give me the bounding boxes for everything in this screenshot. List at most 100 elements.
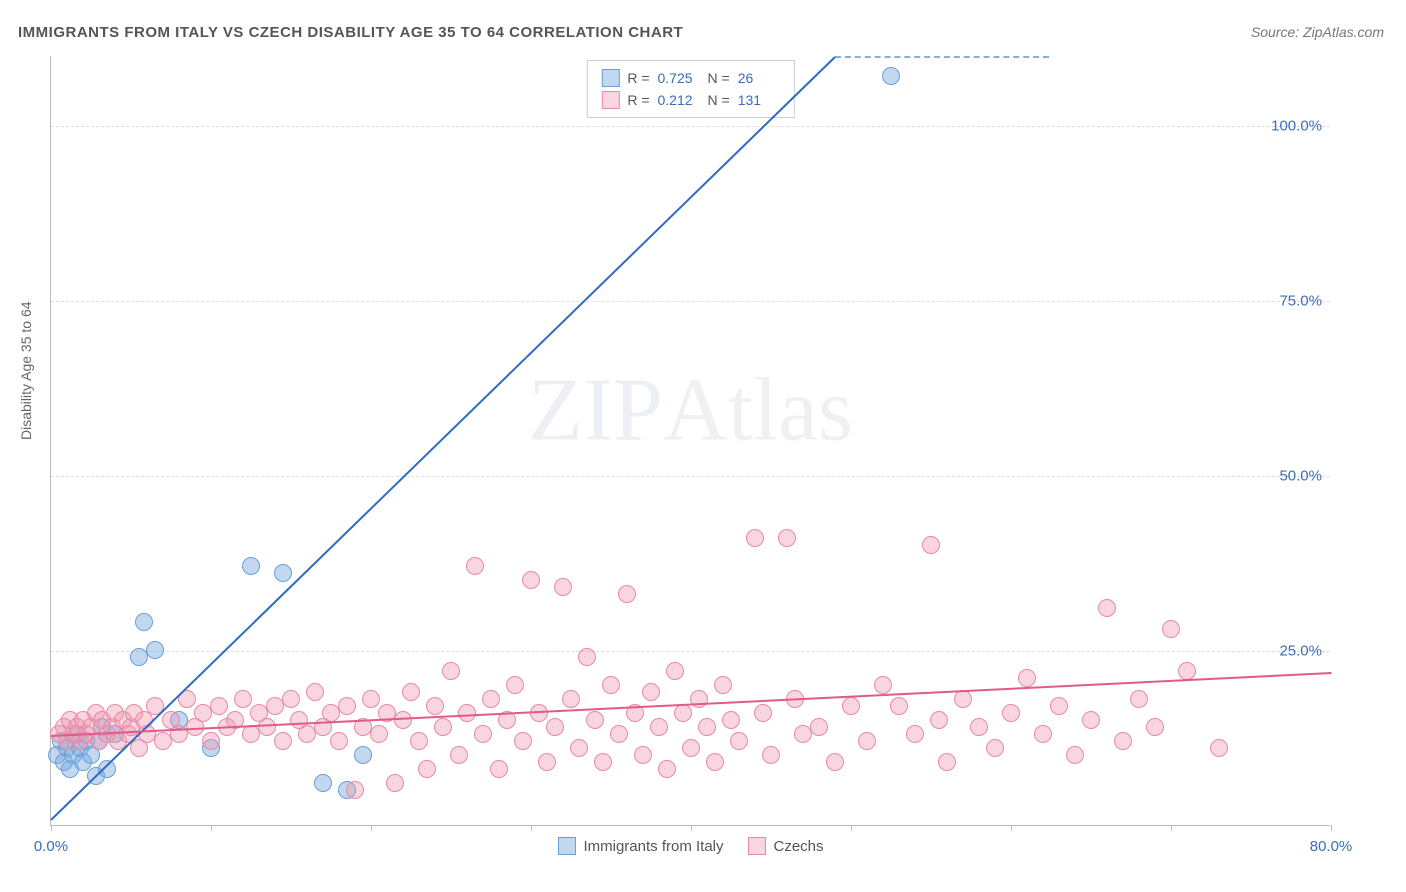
scatter-point — [986, 739, 1004, 757]
scatter-point — [842, 697, 860, 715]
gridline — [51, 126, 1330, 127]
source-label: Source: ZipAtlas.com — [1251, 24, 1384, 40]
scatter-point — [666, 662, 684, 680]
scatter-point — [522, 571, 540, 589]
scatter-point — [1114, 732, 1132, 750]
scatter-point — [274, 732, 292, 750]
scatter-point — [1034, 725, 1052, 743]
scatter-point — [1082, 711, 1100, 729]
scatter-point — [354, 746, 372, 764]
scatter-point — [362, 690, 380, 708]
scatter-point — [1162, 620, 1180, 638]
x-tick-label: 0.0% — [34, 838, 68, 855]
scatter-point — [314, 774, 332, 792]
x-tick — [371, 825, 372, 831]
scatter-point — [602, 676, 620, 694]
watermark-bold: ZIP — [528, 360, 663, 459]
scatter-point — [258, 718, 276, 736]
scatter-point — [338, 697, 356, 715]
scatter-point — [562, 690, 580, 708]
scatter-point — [698, 718, 716, 736]
n-value: 26 — [738, 67, 780, 89]
scatter-point — [706, 753, 724, 771]
n-label: N = — [708, 67, 730, 89]
scatter-point — [930, 711, 948, 729]
legend-series-item: Immigrants from Italy — [557, 837, 723, 855]
scatter-point — [274, 564, 292, 582]
scatter-point — [762, 746, 780, 764]
gridline — [51, 301, 1330, 302]
scatter-point — [826, 753, 844, 771]
scatter-point — [210, 697, 228, 715]
scatter-point — [586, 711, 604, 729]
x-tick — [211, 825, 212, 831]
scatter-point — [658, 760, 676, 778]
scatter-point — [370, 725, 388, 743]
scatter-point — [306, 683, 324, 701]
gridline — [51, 651, 1330, 652]
r-value: 0.212 — [658, 89, 700, 111]
scatter-point — [1002, 704, 1020, 722]
plot-area: ZIPAtlas R =0.725N =26R =0.212N =131 Imm… — [50, 56, 1330, 826]
watermark-thin: Atlas — [663, 360, 853, 459]
scatter-point — [722, 711, 740, 729]
scatter-point — [394, 711, 412, 729]
scatter-point — [1210, 739, 1228, 757]
scatter-point — [442, 662, 460, 680]
scatter-point — [1178, 662, 1196, 680]
scatter-point — [1018, 669, 1036, 687]
scatter-point — [778, 529, 796, 547]
scatter-point — [858, 732, 876, 750]
scatter-point — [746, 529, 764, 547]
scatter-point — [450, 746, 468, 764]
scatter-point — [474, 725, 492, 743]
scatter-point — [810, 718, 828, 736]
r-label: R = — [627, 67, 649, 89]
scatter-point — [514, 732, 532, 750]
scatter-point — [970, 718, 988, 736]
scatter-point — [466, 557, 484, 575]
scatter-point — [410, 732, 428, 750]
scatter-point — [642, 683, 660, 701]
series-legend: Immigrants from Italy Czechs — [557, 837, 823, 855]
scatter-point — [650, 718, 668, 736]
scatter-point — [1098, 599, 1116, 617]
scatter-point — [674, 704, 692, 722]
legend-swatch — [601, 69, 619, 87]
x-tick — [531, 825, 532, 831]
scatter-point — [922, 536, 940, 554]
scatter-point — [754, 704, 772, 722]
scatter-point — [730, 732, 748, 750]
scatter-point — [282, 690, 300, 708]
scatter-point — [146, 641, 164, 659]
r-label: R = — [627, 89, 649, 111]
scatter-point — [434, 718, 452, 736]
correlation-legend: R =0.725N =26R =0.212N =131 — [586, 60, 794, 118]
scatter-point — [1130, 690, 1148, 708]
r-value: 0.725 — [658, 67, 700, 89]
chart-title: IMMIGRANTS FROM ITALY VS CZECH DISABILIT… — [18, 24, 683, 41]
watermark: ZIPAtlas — [528, 358, 853, 461]
x-tick — [851, 825, 852, 831]
y-tick-label: 25.0% — [1279, 643, 1322, 660]
trend-line-dashed — [835, 56, 1049, 58]
legend-swatch — [601, 91, 619, 109]
legend-series-label: Immigrants from Italy — [583, 838, 723, 855]
scatter-point — [890, 697, 908, 715]
x-tick — [1171, 825, 1172, 831]
scatter-point — [682, 739, 700, 757]
scatter-point — [418, 760, 436, 778]
legend-stat-row: R = 0.725 N = 26 — [601, 67, 779, 89]
scatter-point — [714, 676, 732, 694]
x-tick — [691, 825, 692, 831]
scatter-point — [482, 690, 500, 708]
legend-swatch — [557, 837, 575, 855]
legend-stat-row: R =0.212N =131 — [601, 89, 779, 111]
scatter-point — [1146, 718, 1164, 736]
legend-series-label: Czechs — [774, 838, 824, 855]
n-label: N = — [708, 89, 730, 111]
scatter-point — [538, 753, 556, 771]
scatter-point — [570, 739, 588, 757]
scatter-point — [402, 683, 420, 701]
y-axis-label: Disability Age 35 to 64 — [18, 301, 34, 440]
